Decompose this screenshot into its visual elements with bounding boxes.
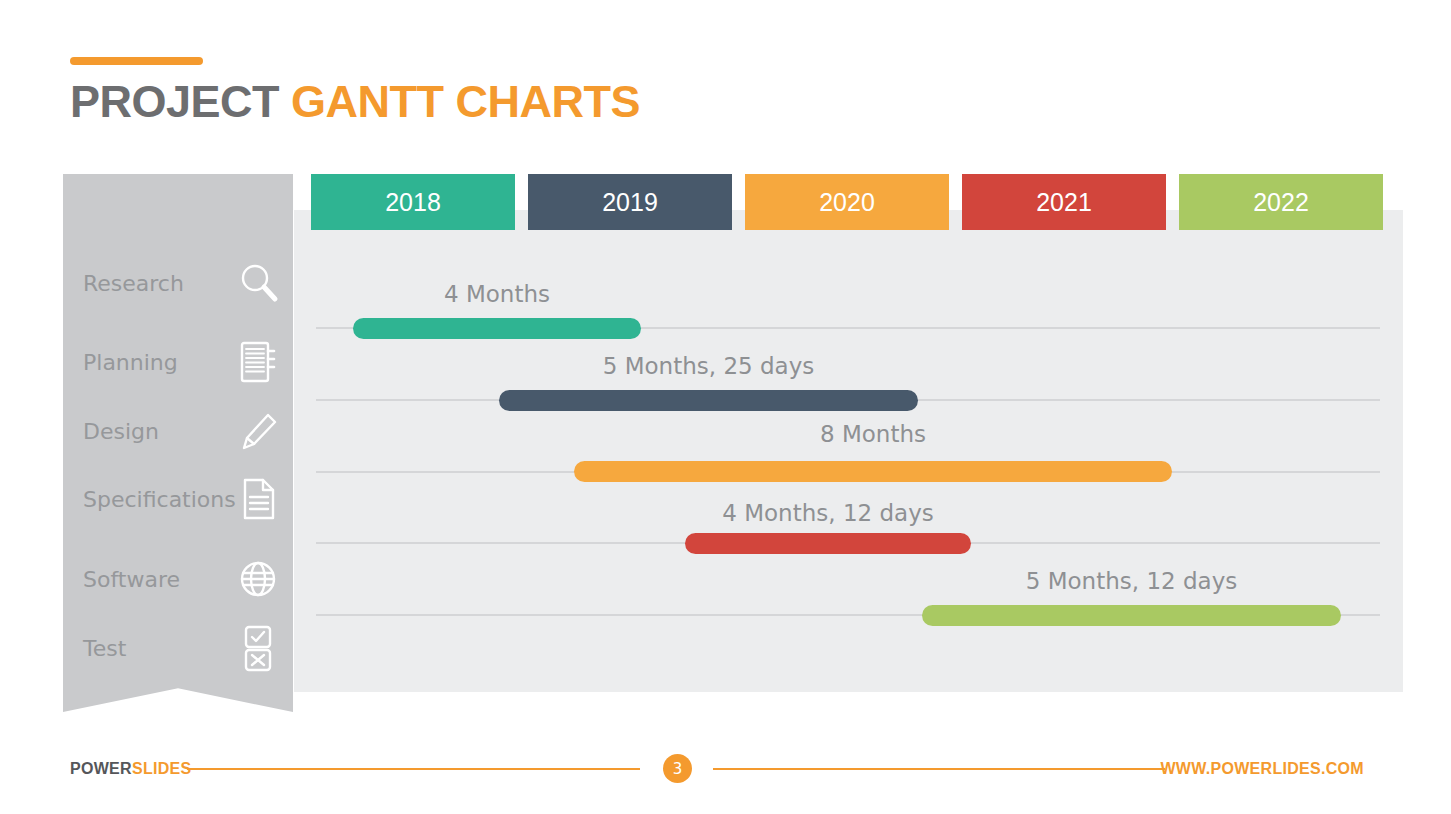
website-link[interactable]: WWW.POWERLIDES.COM [1160, 760, 1364, 778]
checkboxes-icon [235, 624, 281, 672]
sidebar-item-software[interactable]: Software [83, 555, 281, 603]
sidebar-item-test[interactable]: Test [83, 624, 281, 672]
sidebar-item-label: Test [83, 636, 126, 661]
sidebar-item-label: Planning [83, 350, 178, 375]
sidebar-item-label: Software [83, 567, 180, 592]
powerslides-logo: POWERSLIDES [70, 760, 192, 778]
year-tab-2019[interactable]: 2019 [528, 174, 732, 230]
sidebar-item-label: Specifications [83, 487, 236, 512]
sidebar-item-label: Research [83, 271, 184, 296]
year-label: 2021 [1036, 188, 1092, 217]
gantt-bar-research [353, 318, 641, 339]
magnifier-icon [235, 259, 281, 307]
year-tab-2021[interactable]: 2021 [962, 174, 1166, 230]
globe-icon [235, 555, 281, 603]
year-label: 2020 [819, 188, 875, 217]
gantt-bar-duration-label: 4 Months, 12 days [722, 500, 934, 526]
page-title: PROJECT GANTT CHARTS [70, 76, 640, 128]
page-title-gray: PROJECT [70, 76, 279, 127]
footer-divider-right [713, 768, 1165, 770]
page-title-orange: GANTT CHARTS [291, 76, 640, 127]
sidebar-item-planning[interactable]: Planning [83, 338, 281, 386]
sidebar-item-research[interactable]: Research [83, 259, 281, 307]
year-label: 2022 [1253, 188, 1309, 217]
document-icon [236, 475, 282, 523]
task-sidebar-ribbon: Research Planning Design Spe [63, 174, 293, 712]
page-number-badge: 3 [663, 754, 692, 783]
title-accent-line [70, 57, 203, 65]
slide: PROJECT GANTT CHARTS Research Planning D… [0, 0, 1451, 814]
logo-gray-part: POWER [70, 760, 132, 777]
sidebar-item-label: Design [83, 419, 159, 444]
pencil-icon [235, 407, 281, 455]
gantt-bar-duration-label: 5 Months, 25 days [603, 353, 815, 379]
logo-orange-part: SLIDES [132, 760, 192, 777]
gantt-bar-design [574, 461, 1172, 482]
gantt-bar-duration-label: 5 Months, 12 days [1026, 568, 1238, 594]
year-tab-2020[interactable]: 2020 [745, 174, 949, 230]
year-label: 2018 [385, 188, 441, 217]
notebook-icon [235, 338, 281, 386]
sidebar-item-specifications[interactable]: Specifications [83, 475, 281, 523]
gantt-bar-planning [499, 390, 918, 411]
gantt-bar-duration-label: 8 Months [820, 421, 926, 447]
gantt-bar-software [922, 605, 1341, 626]
gantt-bar-duration-label: 4 Months [444, 281, 550, 307]
page-number: 3 [673, 760, 683, 778]
footer-divider-left [187, 768, 640, 770]
sidebar-item-design[interactable]: Design [83, 407, 281, 455]
gantt-bar-specifications [685, 533, 971, 554]
year-label: 2019 [602, 188, 658, 217]
year-tab-2022[interactable]: 2022 [1179, 174, 1383, 230]
year-tab-2018[interactable]: 2018 [311, 174, 515, 230]
